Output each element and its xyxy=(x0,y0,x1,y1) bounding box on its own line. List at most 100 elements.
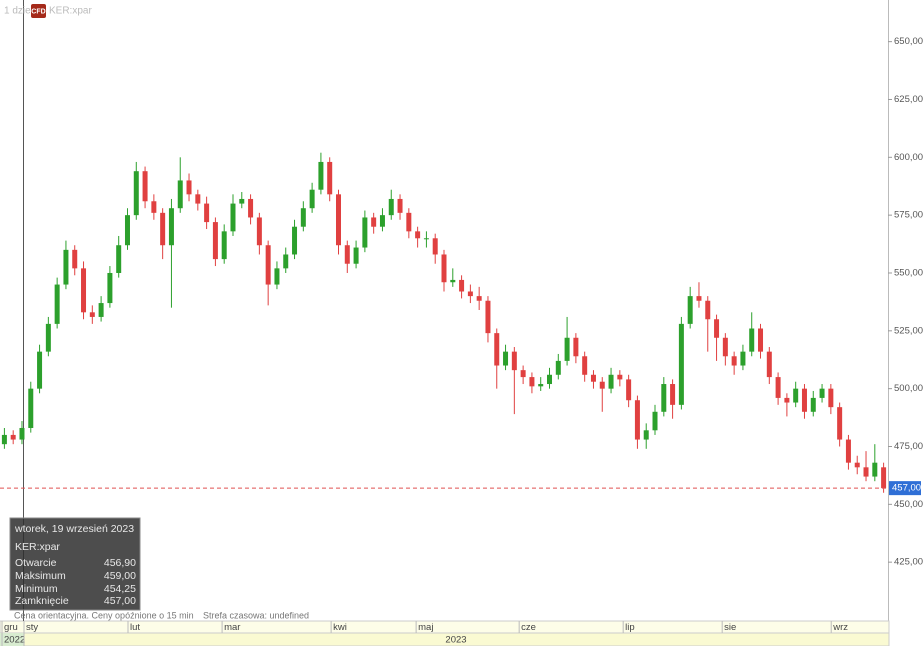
candle-body xyxy=(520,370,526,378)
candle-body xyxy=(731,356,737,366)
candle-body xyxy=(626,379,632,401)
badge: CFD xyxy=(31,8,45,15)
y-tick-label: 475,00 xyxy=(894,441,923,452)
candle-body xyxy=(459,279,465,292)
last-price-label: 457,00 xyxy=(892,483,921,494)
candle-body xyxy=(749,328,755,352)
tooltip-label: Zamknięcie xyxy=(15,595,69,607)
tooltip-value: 456,90 xyxy=(104,557,136,569)
candle-body xyxy=(186,180,192,195)
candle-body xyxy=(441,254,447,283)
candle-body xyxy=(379,215,385,227)
candle-body xyxy=(265,245,271,285)
candle-body xyxy=(670,384,676,405)
candle-body xyxy=(406,212,412,232)
candle-body xyxy=(256,217,262,246)
candle-body xyxy=(775,377,781,398)
candle-body xyxy=(81,268,87,313)
candle-body xyxy=(344,245,350,264)
y-tick-label: 500,00 xyxy=(894,383,923,394)
candle-body xyxy=(151,201,157,213)
tooltip-label: Maksimum xyxy=(15,570,66,582)
year-label: 2023 xyxy=(445,635,466,646)
y-tick-label: 600,00 xyxy=(894,152,923,163)
candle-body xyxy=(476,296,482,301)
year-label: 2022 xyxy=(4,635,25,646)
candle-body xyxy=(195,194,201,204)
candle-body xyxy=(133,171,139,216)
candle-body xyxy=(634,400,640,440)
candle-body xyxy=(511,351,517,371)
candle-body xyxy=(494,333,500,366)
candle-body xyxy=(467,291,473,297)
candle-body xyxy=(652,411,658,431)
candle-body xyxy=(28,388,34,428)
tooltip-bg xyxy=(9,517,141,611)
x-tick-label: gru xyxy=(4,622,18,633)
candle-body xyxy=(793,388,799,403)
candle-body xyxy=(177,180,183,209)
candle-body xyxy=(722,337,728,357)
candle-body xyxy=(529,377,535,387)
x-tick-label: lut xyxy=(130,622,140,633)
y-tick-label: 525,00 xyxy=(894,325,923,336)
candle-body xyxy=(599,381,605,389)
candle-body xyxy=(10,434,16,440)
candle-body xyxy=(503,351,509,366)
candle-body xyxy=(555,360,561,375)
candle-body xyxy=(54,284,60,324)
candle-body xyxy=(327,161,333,195)
candle-body xyxy=(283,254,289,269)
candle-body xyxy=(854,462,860,468)
candle-body xyxy=(274,268,280,285)
candle-body xyxy=(335,194,341,246)
plot-area xyxy=(0,152,888,493)
x-tick-label: wrz xyxy=(832,622,848,633)
candle-body xyxy=(1,434,7,445)
x-tick-label: sie xyxy=(724,622,736,633)
candle-body xyxy=(564,337,570,361)
candle-body xyxy=(388,198,394,216)
candle-body xyxy=(142,171,148,202)
candle-body xyxy=(45,323,51,352)
candle-body xyxy=(248,198,254,218)
candle-body xyxy=(353,247,359,264)
candle-body xyxy=(582,356,588,375)
candle-body xyxy=(863,467,869,477)
candle-body xyxy=(98,303,104,317)
y-tick-label: 425,00 xyxy=(894,557,923,568)
year-cell xyxy=(0,633,25,646)
candle-body xyxy=(204,203,210,223)
y-tick-label: 575,00 xyxy=(894,210,923,221)
year-axis xyxy=(0,632,890,646)
candle-body xyxy=(573,337,579,357)
candle-body xyxy=(872,462,878,477)
candle-body xyxy=(538,384,544,387)
candle-body xyxy=(37,351,43,389)
y-tick-label: 625,00 xyxy=(894,94,923,105)
candle-body xyxy=(485,300,491,334)
candle-body xyxy=(371,217,377,227)
candle-body xyxy=(160,212,166,246)
candle-body xyxy=(239,198,245,204)
candle-body xyxy=(415,231,421,239)
candle-body xyxy=(432,238,438,255)
candle-body xyxy=(19,427,25,440)
candle-body xyxy=(758,328,764,352)
last-price-bg xyxy=(889,481,921,496)
candle-body xyxy=(766,351,772,378)
candle-body xyxy=(397,198,403,213)
y-tick-label: 450,00 xyxy=(894,499,923,510)
candle-body xyxy=(221,231,227,260)
candle-body xyxy=(661,384,667,412)
candle-body xyxy=(740,351,746,366)
tooltip-label: Otwarcie xyxy=(15,557,57,569)
candle-body xyxy=(801,388,807,412)
candle-body xyxy=(784,397,790,403)
tooltip-value: 457,00 xyxy=(104,595,136,607)
candle-body xyxy=(547,374,553,385)
candle-body xyxy=(124,215,130,246)
candle-body xyxy=(230,203,236,232)
